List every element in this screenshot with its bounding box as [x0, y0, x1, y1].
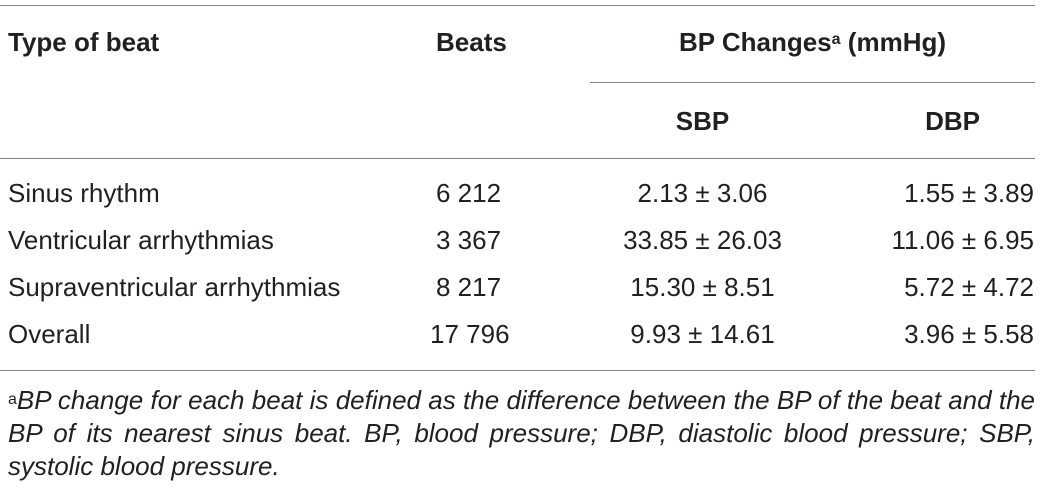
header-bottom-rule	[0, 158, 1035, 159]
table-top-rule	[0, 5, 1035, 6]
row-ventricular-beats: 3 367	[436, 225, 502, 255]
row-sinus-beats: 6 212	[436, 178, 502, 208]
header-bp-changes-label: BP Changes	[678, 27, 832, 57]
row-supraventricular-beats: 8 217	[436, 272, 502, 302]
row-overall-dbp: 3.96 ± 5.58	[904, 319, 1034, 349]
row-ventricular-sbp: 33.85 ± 26.03	[623, 225, 782, 255]
header-type-of-beat: Type of beat	[8, 27, 160, 57]
footnote-mark: a	[8, 391, 17, 408]
row-supraventricular-sbp: 15.30 ± 8.51	[630, 272, 775, 302]
bp-group-rule	[590, 82, 1035, 83]
row-overall-sbp: 9.93 ± 14.61	[630, 319, 775, 349]
footnote-text: BP change for each beat is defined as th…	[8, 385, 1035, 481]
row-overall-type: Overall	[8, 319, 91, 349]
row-supraventricular-dbp: 5.72 ± 4.72	[904, 272, 1034, 302]
header-beats: Beats	[436, 27, 507, 57]
row-overall-beats: 17 796	[430, 319, 510, 349]
row-sinus-type: Sinus rhythm	[8, 178, 160, 208]
row-sinus-dbp: 1.55 ± 3.89	[904, 178, 1034, 208]
header-bp-footnote-mark: a	[831, 31, 841, 48]
table-bottom-rule	[0, 370, 1035, 371]
header-bp-changes: BP Changesa (mmHg)	[590, 27, 1035, 57]
header-bp-unit: (mmHg)	[847, 27, 947, 57]
row-sinus-sbp: 2.13 ± 3.06	[637, 178, 768, 208]
header-dbp: DBP	[925, 106, 980, 136]
row-supraventricular-type: Supraventricular arrhythmias	[8, 272, 341, 302]
table-footnote: aBP change for each beat is defined as t…	[8, 384, 1035, 483]
header-sbp: SBP	[675, 106, 730, 136]
row-ventricular-type: Ventricular arrhythmias	[8, 225, 274, 255]
row-ventricular-dbp: 11.06 ± 6.95	[891, 225, 1034, 255]
